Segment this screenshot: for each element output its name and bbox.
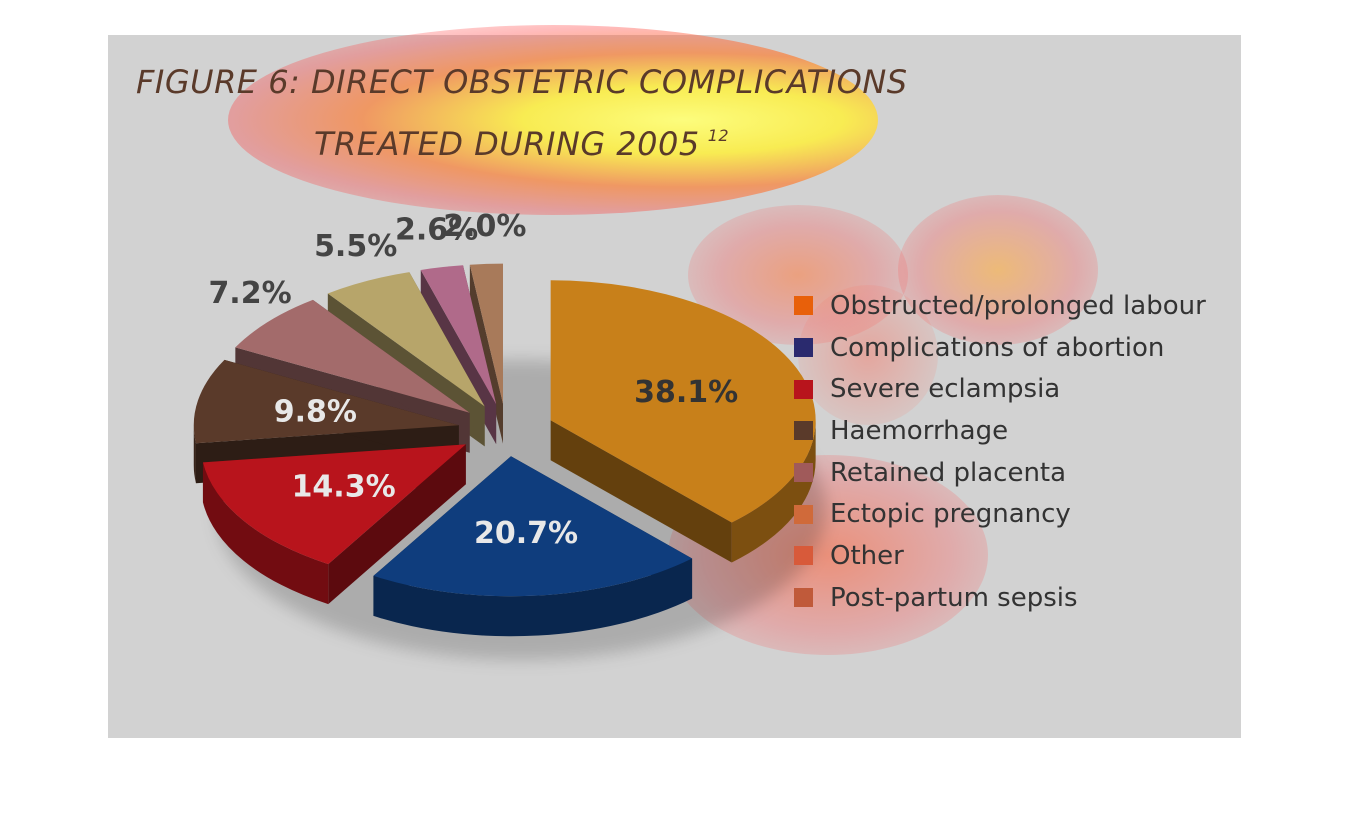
legend-label: Post-partum sepsis (830, 582, 1078, 613)
slice-data-label: 5.5% (314, 229, 397, 264)
pie-slice-side (202, 462, 329, 605)
chart-title-line-1: FIGURE 6: DIRECT OBSTETRIC COMPLICATIONS (136, 63, 908, 101)
title-superscript: 12 (707, 126, 730, 145)
heatmap-overlay-title (228, 25, 878, 215)
pie-slice-top (193, 359, 459, 444)
pie-slice-side (373, 558, 693, 637)
legend-item: Severe eclampsia (794, 368, 1206, 410)
slice-data-label: 2.0% (443, 209, 526, 244)
legend-item: Obstructed/prolonged labour (794, 285, 1206, 327)
pie-slice-top (202, 444, 466, 565)
pie-chart: 38.1% 20.7% 14.3% 9.8% 7.2% 5.5%2.6%2.0% (193, 209, 826, 660)
slice-data-label: 9.8% (274, 395, 357, 430)
pie-slice-top (373, 456, 693, 597)
chart-title-line-2: TREATED DURING 2005 12 (136, 109, 956, 171)
legend-swatch (794, 588, 813, 608)
pie-slice-top (235, 299, 470, 413)
slice-data-label: 2.6% (395, 213, 478, 248)
legend-label: Other (830, 540, 904, 571)
legend-label: Complications of abortion (830, 332, 1165, 363)
legend-item: Retained placenta (794, 452, 1206, 494)
legend-swatch (794, 421, 813, 441)
legend-label: Obstructed/prolonged labour (830, 290, 1206, 321)
pie-slice-top (420, 265, 497, 405)
legend-swatch (794, 379, 813, 399)
pie-slice (373, 456, 693, 637)
legend-swatch (794, 296, 813, 316)
legend-item: Haemorrhage (794, 410, 1206, 452)
slice-data-label: 14.3% (292, 469, 396, 504)
pie-slice-wall (550, 420, 732, 563)
slice-data-label: 38.1% (634, 375, 738, 410)
chart-subtitle: TREATED DURING 2005 (314, 125, 700, 163)
pie-slice-top (550, 280, 816, 523)
legend-swatch (794, 463, 813, 483)
pie-slice (550, 280, 816, 563)
heatmap-overlay-spot (898, 195, 1098, 345)
legend-item: Complications of abortion (794, 327, 1206, 369)
legend-label: Ectopic pregnancy (830, 499, 1071, 530)
chart-title: FIGURE 6: DIRECT OBSTETRIC COMPLICATIONS… (136, 55, 956, 171)
legend-item: Other (794, 535, 1206, 577)
legend-label: Retained placenta (830, 457, 1067, 488)
legend-swatch (794, 338, 813, 358)
pie-slice-top (469, 263, 503, 404)
legend-item: Post-partum sepsis (794, 577, 1206, 619)
legend-item: Ectopic pregnancy (794, 493, 1206, 535)
slice-data-label: 7.2% (208, 276, 291, 311)
legend: Obstructed/prolonged labour Complications… (794, 285, 1206, 619)
heatmap-overlay-spot (798, 285, 938, 425)
legend-swatch (794, 504, 813, 524)
slice-data-label: 20.7% (474, 516, 578, 551)
legend-swatch (794, 546, 813, 566)
pie-slice-side (193, 425, 196, 484)
chart-figure: FIGURE 6: DIRECT OBSTETRIC COMPLICATIONS… (108, 25, 1241, 738)
legend-label: Haemorrhage (830, 415, 1009, 446)
pie-slice-top (327, 272, 485, 407)
legend-label: Severe eclampsia (830, 374, 1061, 405)
pie-slice (202, 444, 466, 605)
pie-slice-side (731, 420, 816, 563)
